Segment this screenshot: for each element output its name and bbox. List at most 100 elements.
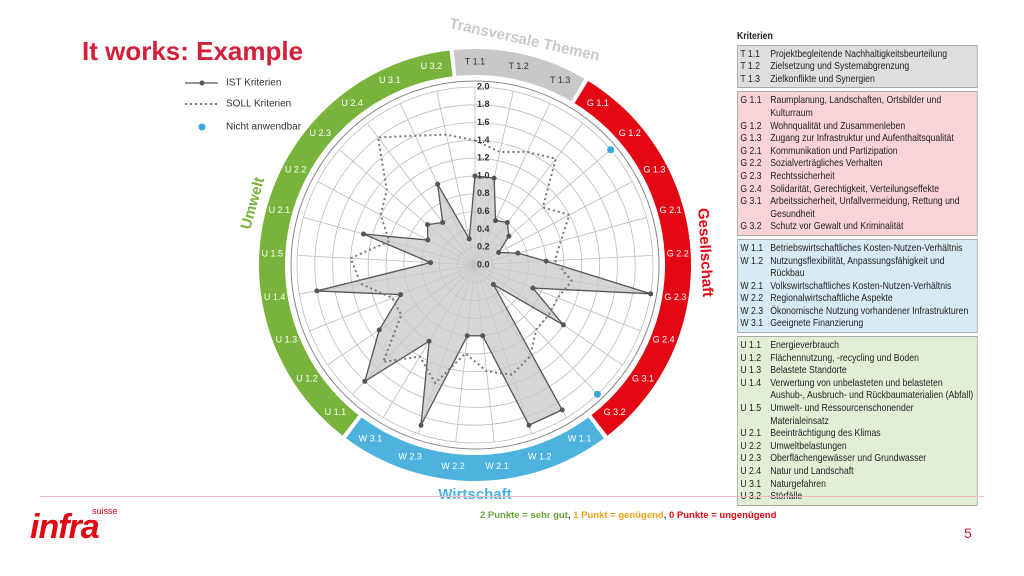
category-label: G 1.2 <box>619 128 641 138</box>
data-point <box>426 338 432 344</box>
criteria-row: G 2.1 Kommunikation und Partizipation <box>740 145 974 158</box>
criteria-code: W 1.2 <box>740 254 764 267</box>
data-point <box>543 258 549 264</box>
criteria-row: G 1.2 Wohnqualität und Zusammenleben <box>740 120 974 133</box>
criteria-code: G 3.1 <box>740 195 762 208</box>
category-label: G 1.3 <box>643 164 665 174</box>
criteria-row: G 1.1 Raumplanung, Landschaften, Ortsbild… <box>740 94 974 119</box>
legend-label: IST Kriterien <box>226 78 281 89</box>
logo-name: infra <box>30 508 100 546</box>
criteria-text: Beeinträchtigung des Klimas <box>770 427 881 440</box>
criteria-text: Raumplanung, Landschaften, Ortsbilder un… <box>770 94 942 119</box>
category-label: U 1.4 <box>264 292 286 302</box>
criteria-code: G 1.2 <box>740 119 762 132</box>
criteria-code: G 1.1 <box>740 94 762 107</box>
category-label: G 2.1 <box>660 205 682 215</box>
category-label: U 1.1 <box>325 407 347 417</box>
criteria-text: Solidarität, Gerechtigkeit, Verteilungse… <box>770 182 940 195</box>
group-ring <box>574 81 692 436</box>
criteria-text: Sozialverträgliches Verhalten <box>770 157 883 170</box>
category-label: U 3.2 <box>421 61 443 71</box>
y-tick-label: 1.2 <box>477 153 490 163</box>
category-label: W 3.1 <box>359 433 383 443</box>
group-ring <box>258 50 453 436</box>
y-tick-label: 1.6 <box>477 117 490 127</box>
category-label: W 1.1 <box>568 433 592 443</box>
data-point <box>398 292 404 298</box>
note-part: 0 Punkte = ungenügend <box>669 510 777 521</box>
criteria-row: G 2.3 Rechtssicherheit <box>740 170 974 183</box>
criteria-text: Geeignete Finanzierung <box>770 317 864 330</box>
criteria-text: Oberflächengewässer und Grundwasser <box>770 452 927 465</box>
category-label: G 3.1 <box>632 373 654 383</box>
data-point <box>425 237 431 243</box>
series-line <box>316 175 651 427</box>
criteria-row: U 1.4 Verwertung von unbelasteten und bel… <box>740 377 974 402</box>
note-part: 1 Punkt = genügend <box>573 510 664 521</box>
legend-marker <box>198 123 206 131</box>
criteria-code: U 1.5 <box>740 402 762 415</box>
criteria-row: W 1.1 Betriebswirtschaftliches Kosten-Nut… <box>740 242 974 255</box>
group-label: Gesellschaft <box>694 208 716 298</box>
criteria-text: Schutz vor Gewalt und Kriminalität <box>770 220 904 233</box>
data-point <box>490 281 496 287</box>
criteria-row: G 3.1 Arbeitssicherheit, Unfallvermeidung… <box>740 195 974 220</box>
criteria-code: T 1.2 <box>740 60 761 73</box>
criteria-code: U 3.1 <box>740 477 762 490</box>
criteria-row: U 2.3 Oberflächengewässer und Grundwasser <box>740 452 974 465</box>
data-point <box>440 219 446 225</box>
category-label: G 2.3 <box>664 292 686 302</box>
y-tick-label: 1.8 <box>477 99 490 109</box>
y-tick-label: 0.0 <box>477 259 490 269</box>
criteria-section: T 1.1 Projektbegleitende Nachhaltigkeitsb… <box>737 44 978 89</box>
criteria-row: T 1.3 Zielkonflikte und Synergien <box>740 73 974 86</box>
criteria-text: Arbeitssicherheit, Unfallvermeidung, Ret… <box>770 195 960 220</box>
category-label: U 3.1 <box>379 75 401 85</box>
criteria-row: U 1.3 Belastete Standorte <box>740 364 974 377</box>
criteria-code: G 3.2 <box>740 220 762 233</box>
category-label: G 2.4 <box>653 335 675 345</box>
criteria-text: Umwelt- und Ressourcenschonender Materia… <box>770 402 914 427</box>
group-label: Wirtschaft <box>438 486 511 500</box>
criteria-text: Zielsetzung und Systemabgrenzung <box>770 60 910 73</box>
category-label: T 1.3 <box>550 75 570 85</box>
criteria-text: Zielkonflikte und Synergien <box>770 72 875 85</box>
y-tick-label: 1.0 <box>477 170 490 180</box>
criteria-text: Projektbegleitende Nachhaltigkeitsbeurte… <box>770 47 948 60</box>
criteria-code: U 1.3 <box>740 364 762 377</box>
criteria-text: Umweltbelastungen <box>770 439 847 452</box>
category-label: T 1.1 <box>465 56 485 66</box>
criteria-row: U 2.2 Umweltbelastungen <box>740 440 974 453</box>
legend-label: SOLL Kriterien <box>226 99 291 110</box>
legend-label: Nicht anwendbar <box>226 122 302 133</box>
category-label: U 2.2 <box>285 164 307 174</box>
category-label: G 1.1 <box>587 98 609 108</box>
y-tick-label: 0.8 <box>477 188 490 198</box>
criteria-row: U 2.4 Natur und Landschaft <box>740 465 974 478</box>
data-point <box>361 231 367 237</box>
category-label: W 1.2 <box>528 452 552 462</box>
criteria-code: U 1.4 <box>740 376 762 389</box>
data-point <box>496 249 502 255</box>
criteria-text: Wohnqualität und Zusammenleben <box>770 119 906 132</box>
category-label: W 2.1 <box>485 461 509 471</box>
criteria-code: U 2.1 <box>740 427 762 440</box>
note-part: 2 Punkte = sehr gut <box>480 510 568 521</box>
criteria-code: W 2.2 <box>740 292 764 305</box>
criteria-row: W 1.2 Nutzungsflexibilität, Anpassungsfäh… <box>740 255 974 280</box>
data-point <box>314 288 320 294</box>
criteria-code: U 2.2 <box>740 439 762 452</box>
category-label: U 2.3 <box>310 128 332 138</box>
note-part: , <box>567 510 574 521</box>
criteria-code: T 1.3 <box>740 72 761 85</box>
logo: suisse infra <box>30 506 118 547</box>
criteria-row: U 2.1 Beeinträchtigung des Klimas <box>740 427 974 440</box>
criteria-row: G 3.2 Schutz vor Gewalt und Kriminalität <box>740 220 974 233</box>
category-label: U 1.3 <box>276 335 298 345</box>
category-label: U 2.4 <box>341 98 363 108</box>
category-label: W 2.3 <box>398 452 422 462</box>
criteria-text: Naturgefahren <box>770 477 826 490</box>
criteria-row: W 2.3 Ökonomische Nutzung vorhandener Inf… <box>740 305 974 318</box>
logo-sub: suisse <box>92 506 118 516</box>
